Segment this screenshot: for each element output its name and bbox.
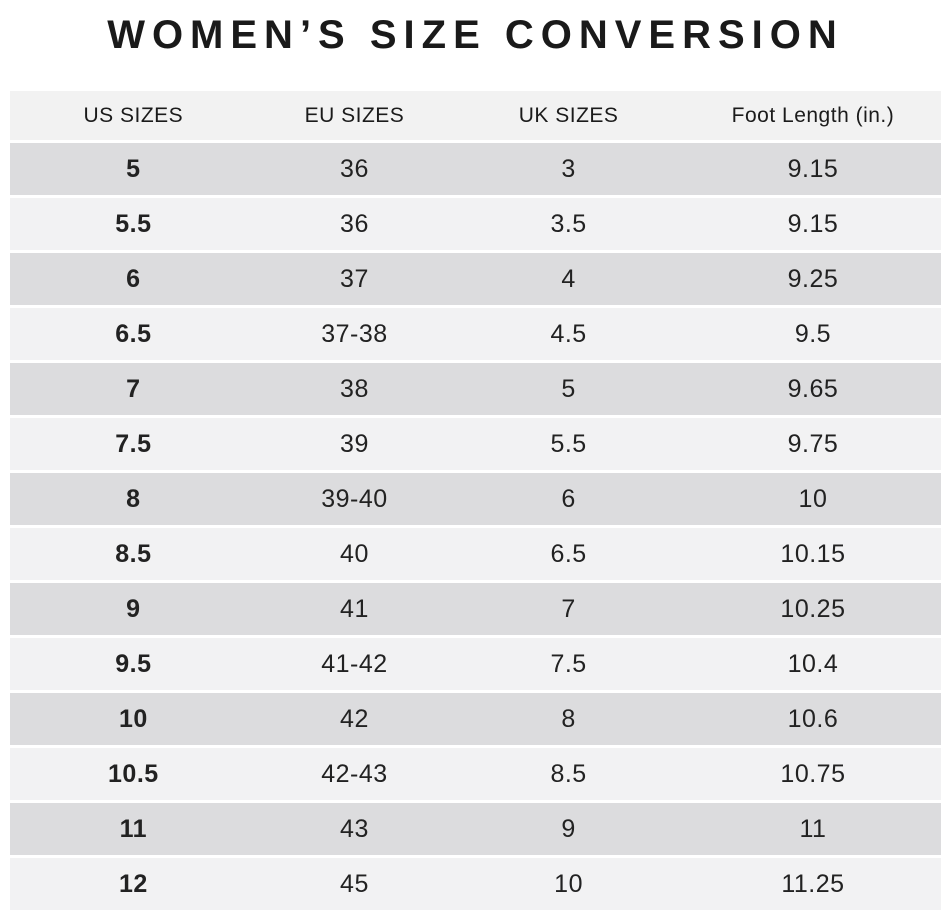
table-row: 10.5 42-43 8.5 10.75 — [10, 748, 941, 800]
cell-uk-size: 6.5 — [550, 539, 587, 568]
cell-uk-size: 5.5 — [550, 429, 587, 458]
cell-uk-size: 5 — [561, 374, 576, 403]
cell-us-size: 7.5 — [115, 429, 152, 458]
cell-foot-length: 9.15 — [787, 209, 839, 238]
cell-foot-length: 10 — [798, 484, 828, 513]
cell-eu-size: 43 — [340, 814, 369, 843]
cell-us-size: 5 — [126, 154, 141, 183]
cell-uk-size: 4.5 — [550, 319, 587, 348]
cell-us-size: 8.5 — [115, 539, 152, 568]
column-header-foot-length: Foot Length (in.) — [731, 103, 895, 127]
cell-us-size: 11 — [119, 814, 148, 843]
cell-us-size: 8 — [126, 484, 141, 513]
column-header-eu-sizes: EU SIZES — [304, 103, 405, 127]
table-row: 12 45 10 11.25 — [10, 858, 941, 910]
cell-foot-length: 10.75 — [780, 759, 846, 788]
cell-eu-size: 42 — [340, 704, 369, 733]
cell-eu-size: 40 — [340, 539, 369, 568]
table-row: 9.5 41-42 7.5 10.4 — [10, 638, 941, 690]
cell-eu-size: 41 — [340, 594, 369, 623]
cell-us-size: 10.5 — [108, 759, 159, 788]
cell-uk-size: 3 — [561, 154, 576, 183]
cell-us-size: 9 — [126, 594, 141, 623]
cell-foot-length: 9.75 — [787, 429, 839, 458]
cell-foot-length: 11 — [799, 814, 827, 843]
table-header-row: US SIZES EU SIZES UK SIZES Foot Length (… — [10, 91, 941, 140]
cell-uk-size: 4 — [561, 264, 576, 293]
table-row: 8.5 40 6.5 10.15 — [10, 528, 941, 580]
cell-foot-length: 10.6 — [787, 704, 839, 733]
cell-us-size: 5.5 — [115, 209, 152, 238]
table-row: 9 41 7 10.25 — [10, 583, 941, 635]
cell-foot-length: 9.65 — [787, 374, 839, 403]
cell-uk-size: 9 — [561, 814, 576, 843]
column-header-us-sizes: US SIZES — [83, 103, 184, 127]
cell-foot-length: 9.25 — [787, 264, 839, 293]
cell-eu-size: 39-40 — [321, 484, 388, 513]
table-row: 7.5 39 5.5 9.75 — [10, 418, 941, 470]
table-row: 5 36 3 9.15 — [10, 143, 941, 195]
page-title: WOMEN’S SIZE CONVERSION — [107, 13, 844, 57]
cell-eu-size: 37-38 — [321, 319, 388, 348]
cell-eu-size: 45 — [340, 869, 369, 898]
cell-eu-size: 38 — [340, 374, 369, 403]
table-row: 6.5 37-38 4.5 9.5 — [10, 308, 941, 360]
cell-eu-size: 41-42 — [321, 649, 388, 678]
table-row: 5.5 36 3.5 9.15 — [10, 198, 941, 250]
table-row: 8 39-40 6 10 — [10, 473, 941, 525]
cell-uk-size: 3.5 — [550, 209, 587, 238]
cell-uk-size: 6 — [561, 484, 576, 513]
cell-eu-size: 39 — [340, 429, 369, 458]
cell-uk-size: 10 — [554, 869, 583, 898]
cell-uk-size: 7.5 — [550, 649, 587, 678]
cell-eu-size: 36 — [340, 209, 369, 238]
cell-uk-size: 8.5 — [550, 759, 587, 788]
cell-foot-length: 9.5 — [794, 319, 832, 348]
cell-foot-length: 10.25 — [780, 594, 846, 623]
cell-foot-length: 11.25 — [781, 869, 845, 898]
cell-us-size: 12 — [118, 869, 148, 898]
cell-foot-length: 10.15 — [780, 539, 846, 568]
cell-us-size: 7 — [126, 374, 141, 403]
table-row: 7 38 5 9.65 — [10, 363, 941, 415]
table-row: 11 43 9 11 — [10, 803, 941, 855]
table-row: 6 37 4 9.25 — [10, 253, 941, 305]
size-conversion-table: US SIZES EU SIZES UK SIZES Foot Length (… — [10, 91, 941, 910]
cell-eu-size: 36 — [340, 154, 369, 183]
cell-us-size: 9.5 — [115, 649, 152, 678]
cell-eu-size: 37 — [340, 264, 369, 293]
column-header-uk-sizes: UK SIZES — [518, 103, 619, 127]
cell-foot-length: 10.4 — [787, 649, 839, 678]
cell-uk-size: 8 — [561, 704, 576, 733]
cell-foot-length: 9.15 — [787, 154, 839, 183]
cell-eu-size: 42-43 — [321, 759, 388, 788]
cell-us-size: 10 — [118, 704, 148, 733]
cell-us-size: 6 — [126, 264, 141, 293]
cell-uk-size: 7 — [561, 594, 576, 623]
cell-us-size: 6.5 — [115, 319, 152, 348]
table-row: 10 42 8 10.6 — [10, 693, 941, 745]
